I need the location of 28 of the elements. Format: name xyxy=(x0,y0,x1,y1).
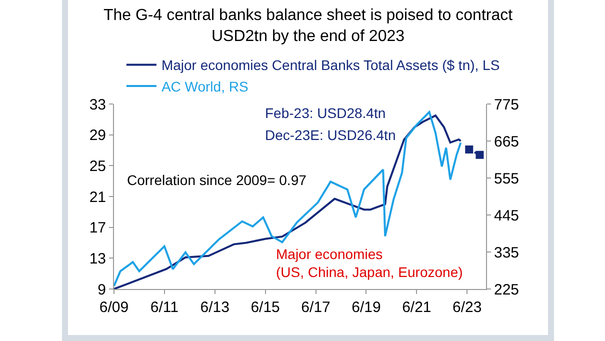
y-tick-label: 33 xyxy=(89,96,106,114)
y2-tick-label: 775 xyxy=(494,96,520,114)
y-tick-label: 29 xyxy=(89,127,106,144)
y-tick-label: 25 xyxy=(89,158,106,175)
y-tick-label: 21 xyxy=(89,188,106,206)
x-tick-label: 6/17 xyxy=(301,299,330,316)
y2-tick-label: 225 xyxy=(494,281,520,298)
annotation: Correlation since 2009= 0.97 xyxy=(127,172,307,188)
chart-title: The G-4 central banks balance sheet is poised to contract USD2tn by the end of 2023 xyxy=(103,7,514,45)
x-tick-label: 6/21 xyxy=(402,299,432,316)
y2-tick-label: 445 xyxy=(494,207,520,224)
y2-tick-label: 555 xyxy=(494,170,520,188)
annotation: Major economies (US, China, Japan, Eurozone) xyxy=(276,246,463,280)
x-tick-label: 6/13 xyxy=(200,299,230,316)
y2-tick-label: 335 xyxy=(494,244,520,262)
legend-label: Major economies Central Banks Total Assets ($ tn), LS xyxy=(161,57,500,74)
y-tick-label: 17 xyxy=(89,220,106,237)
legend-label: AC World, RS xyxy=(161,78,248,94)
x-tick-label: 6/19 xyxy=(352,299,381,316)
x-tick-label: 6/11 xyxy=(150,299,178,316)
annotation: Feb-23: USD28.4tn xyxy=(265,105,386,121)
y-tick-label: 13 xyxy=(89,250,106,268)
y-tick-label: 9 xyxy=(98,281,106,298)
x-tick-label: 6/23 xyxy=(452,299,482,316)
annotation: Dec-23E: USD26.4tn xyxy=(265,127,396,143)
y2-tick-label: 665 xyxy=(494,133,520,150)
x-tick-label: 6/15 xyxy=(250,299,280,316)
x-tick-label: 6/09 xyxy=(99,299,129,316)
